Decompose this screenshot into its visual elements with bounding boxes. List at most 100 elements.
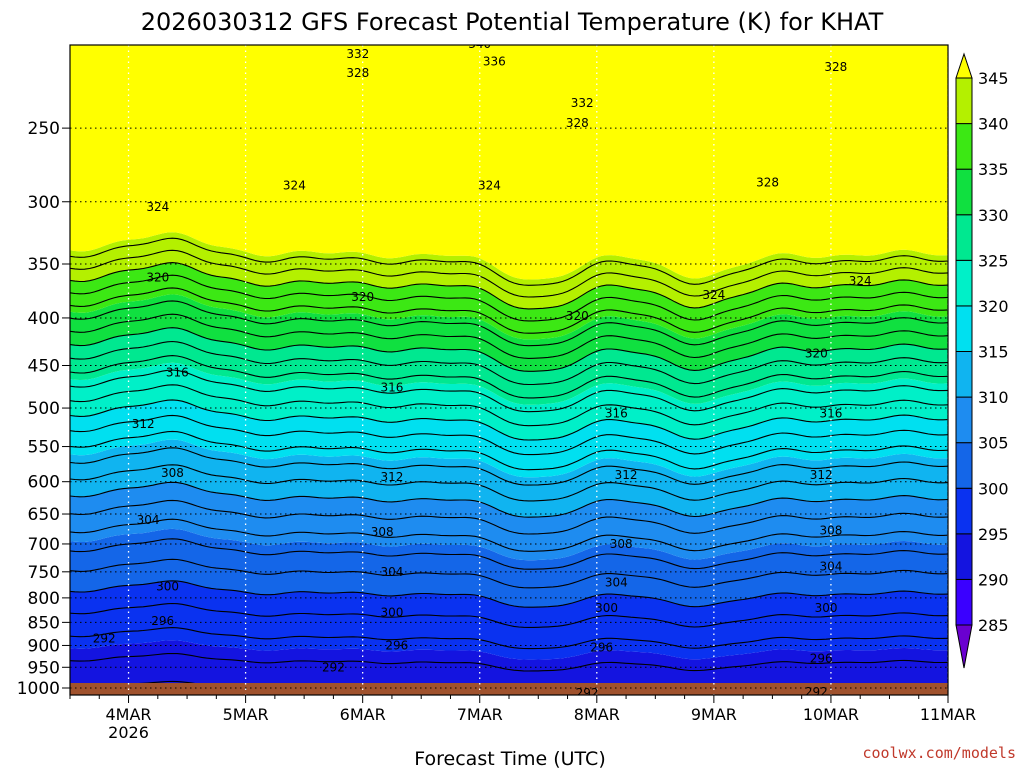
contour-label: 320: [805, 347, 828, 361]
colorbar-segment: [955, 442, 973, 489]
contour-label: 312: [615, 468, 638, 482]
contour-label: 332: [346, 47, 369, 61]
contour-label: 296: [590, 641, 613, 655]
y-tick-label: 550: [28, 438, 60, 458]
y-tick-label: 300: [28, 193, 60, 213]
colorbar-tick-label: 315: [978, 343, 1009, 362]
contour-label: 304: [605, 575, 628, 589]
colorbar-tick-label: 325: [978, 251, 1009, 270]
colorbar-tick-label: 295: [978, 525, 1009, 544]
contour-label: 292: [576, 686, 599, 700]
contour-line: [70, 430, 948, 471]
y-tick-label: 500: [28, 399, 60, 419]
contour-label: 316: [605, 407, 628, 421]
contour-label: 328: [824, 60, 847, 74]
contour-line: [70, 313, 948, 359]
contour-label: 300: [156, 580, 179, 594]
fill-band: [70, 528, 948, 608]
contour-label: 304: [380, 565, 403, 579]
contour-label: 308: [161, 466, 184, 480]
x-axis-label: Forecast Time (UTC): [414, 748, 605, 768]
contour-label: 308: [610, 537, 633, 551]
contour-label: 304: [819, 559, 842, 573]
contour-line: [70, 237, 948, 286]
contour-label: 300: [595, 601, 618, 615]
contour-label: 292: [805, 685, 828, 699]
credit-text: coolwx.com/models: [862, 744, 1016, 762]
y-tick-label: 850: [28, 613, 60, 633]
x-tick-label: 6MAR: [340, 705, 386, 724]
colorbar-segment: [955, 77, 973, 125]
contour-label: 312: [810, 468, 833, 482]
fill-band: [70, 399, 948, 478]
contour-label: 320: [146, 271, 169, 285]
contour-label: 324: [702, 288, 725, 302]
colorbar-tick-label: 285: [978, 616, 1009, 635]
y-tick-label: 450: [28, 357, 60, 377]
fill-band: [70, 640, 948, 695]
y-tick-label: 650: [28, 505, 60, 525]
fill-band: [70, 262, 948, 340]
contour-label: 324: [283, 178, 306, 192]
contour-line: [70, 558, 948, 589]
contour-label: 328: [566, 116, 589, 130]
contour-line: [70, 627, 948, 650]
contour-label: 324: [849, 274, 872, 288]
fill-band: [70, 482, 948, 561]
colorbar-tick-label: 330: [978, 206, 1009, 225]
contour-label: 324: [478, 178, 501, 192]
contour-line: [70, 355, 948, 399]
contour-label: 296: [151, 614, 174, 628]
colorbar-segment: [955, 305, 973, 352]
contour-label: 320: [351, 290, 374, 304]
colorbar-tick-label: 345: [978, 69, 1009, 88]
y-tick-label: 250: [28, 119, 60, 139]
fill-band: [70, 232, 948, 309]
contour-line: [70, 287, 948, 334]
contour-label: 320: [566, 309, 589, 323]
contour-label: 304: [137, 513, 160, 527]
contour-line: [70, 518, 948, 552]
colorbar-segment: [955, 533, 973, 580]
ground-terrain-band: [70, 683, 948, 695]
colorbar-segment: [955, 487, 973, 535]
contour-line: [70, 447, 948, 486]
contour-line: [70, 327, 948, 372]
colorbar-tick-label: 305: [978, 434, 1009, 453]
colorbar-segment: [955, 259, 973, 307]
y-axis: 250 300 350 400 450 500 550 600 650 700 750 800 850 9…: [17, 119, 70, 699]
contour-label: 300: [815, 601, 838, 615]
colorbar-tick-label: 310: [978, 388, 1009, 407]
y-tick-label: 750: [28, 563, 60, 583]
contour-line: [70, 602, 948, 628]
contour-line: [70, 340, 948, 386]
contour-label: 300: [380, 606, 403, 620]
contour-line: [70, 481, 948, 518]
contour-label: 328: [756, 175, 779, 189]
contour-line: [70, 384, 948, 427]
contour-label: 296: [810, 652, 833, 666]
contour-label: 328: [346, 66, 369, 80]
contour-line: [70, 580, 948, 608]
x-tick-label: 9MAR: [691, 705, 737, 724]
contour-line: [70, 274, 948, 322]
x-tick-sublabel: 2026: [108, 723, 149, 742]
colorbar-low-triangle: [955, 624, 973, 669]
y-tick-label: 950: [28, 658, 60, 678]
plot-area: 340 332 336 328 328 332 328 328 324 324 324 324 320 3…: [70, 37, 948, 700]
contour-labels: 340 332 336 328 328 332 328 328 324 324 324 324 320 3…: [93, 37, 872, 700]
fill-band: [70, 45, 948, 280]
contour-line: [70, 538, 948, 570]
contour-label: 316: [166, 366, 189, 380]
contour-label: 340: [468, 37, 491, 51]
contour-line: [70, 262, 948, 310]
contour-line: [70, 369, 948, 413]
contour-label: 308: [371, 525, 394, 539]
colorbar-tick-label: 340: [978, 115, 1009, 134]
y-tick-label: 900: [28, 636, 60, 656]
fill-band: [70, 580, 948, 660]
contour-label: 336: [483, 55, 506, 69]
y-tick-label: 1000: [17, 679, 60, 699]
contour-label: 292: [93, 632, 116, 646]
